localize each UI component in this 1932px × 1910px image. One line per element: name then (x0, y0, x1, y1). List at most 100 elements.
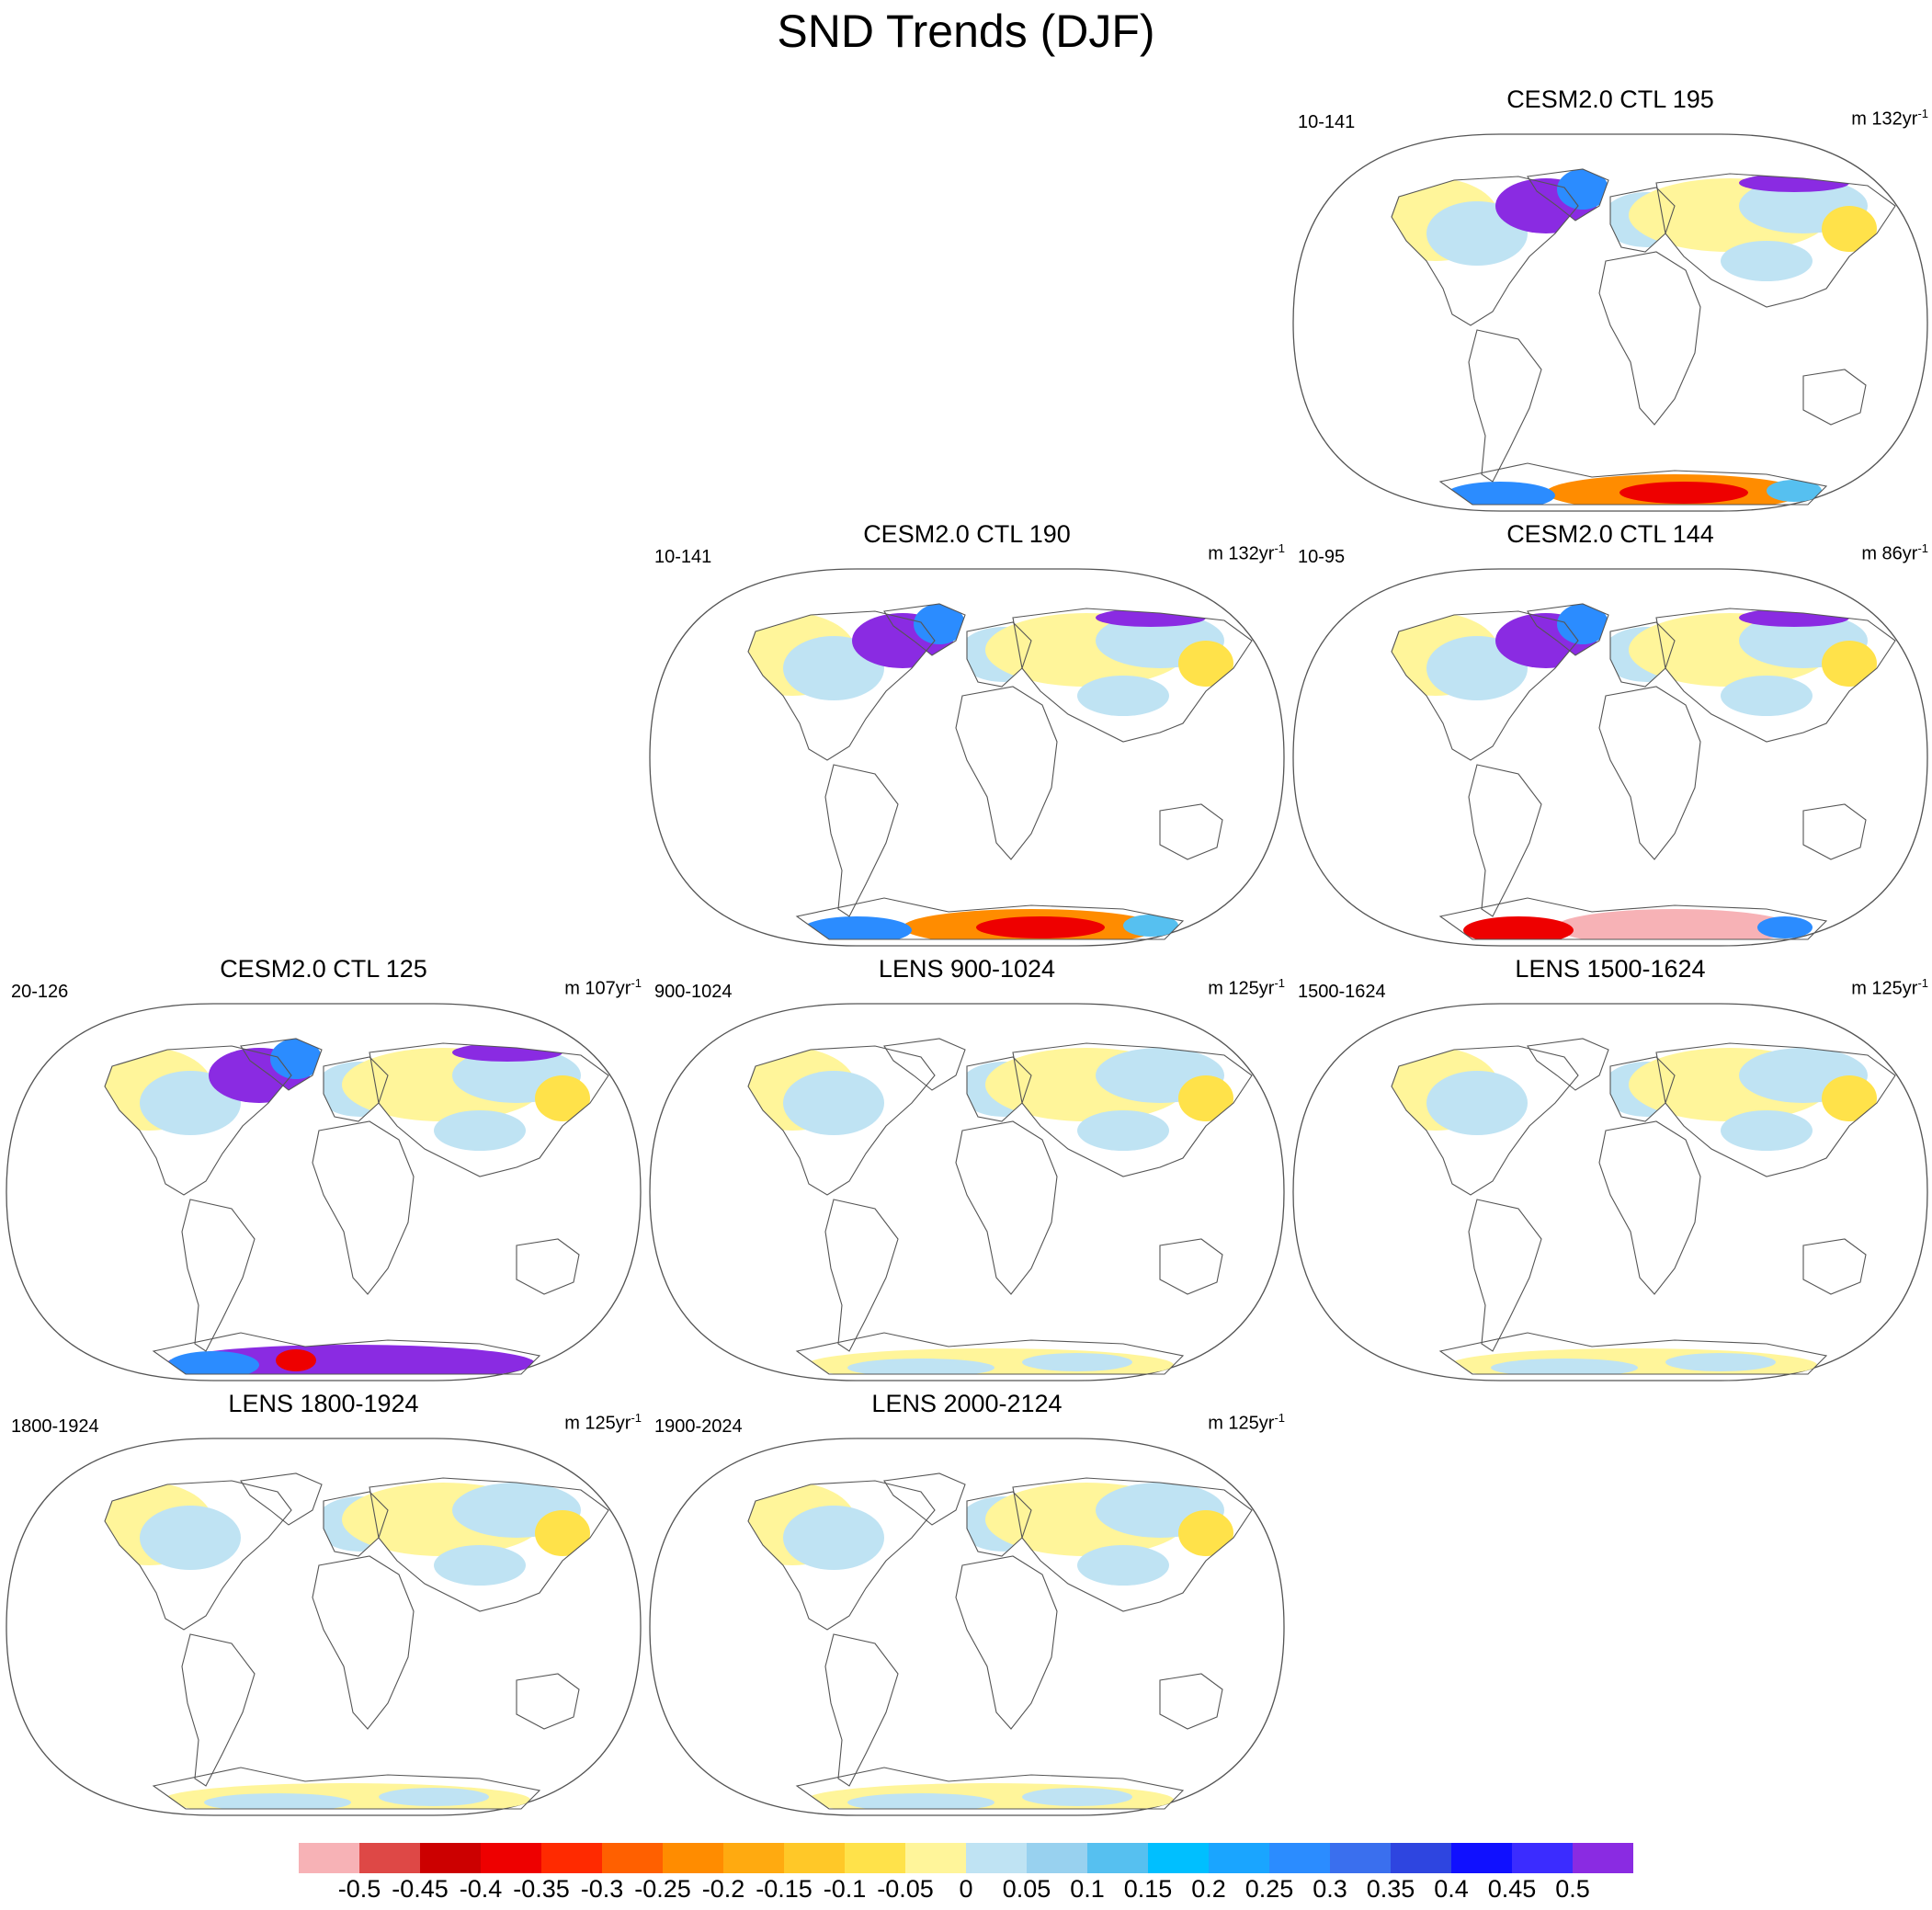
snow-trend-field (1077, 1545, 1169, 1586)
snow-trend-field (167, 1345, 535, 1374)
colorbar-swatch (1148, 1843, 1209, 1873)
snow-trend-field (1822, 1075, 1877, 1121)
snow-trend-field (847, 1359, 994, 1374)
coastline (1468, 1199, 1542, 1352)
snow-trend-field (1822, 206, 1877, 252)
panel-period-label: 1500-1624 (1298, 982, 1386, 1002)
panel-units-label: m 132yr-1 (1851, 107, 1928, 130)
coastline (152, 1767, 541, 1810)
coastline (795, 1767, 1185, 1810)
coastline (966, 1491, 1032, 1557)
colorbar-tick-label: -0.35 (513, 1875, 570, 1903)
panel-period-label: 20-126 (11, 982, 69, 1002)
coastline (1468, 329, 1542, 483)
colorbar-swatch (1512, 1843, 1573, 1873)
colorbar-swatch (602, 1843, 663, 1873)
coastline (824, 1199, 899, 1352)
coastline (1012, 1477, 1253, 1612)
coastline (824, 764, 899, 917)
coastline (1655, 1042, 1896, 1177)
panel-title: CESM2.0 CTL 190 (863, 520, 1071, 548)
snow-trend-field (1178, 1510, 1233, 1556)
coastline (1598, 686, 1701, 860)
coastline (1468, 764, 1542, 917)
colorbar-swatch (1087, 1843, 1148, 1873)
panel-units-label: m 107yr-1 (564, 976, 642, 999)
snow-trend-field (1555, 909, 1794, 939)
coastline (312, 1555, 415, 1730)
colorbar-tick-label: 0.1 (1070, 1875, 1105, 1903)
coastline (516, 1673, 580, 1730)
coastline (1159, 1673, 1223, 1730)
coastline (1609, 1056, 1676, 1122)
snow-trend-field (1721, 676, 1813, 716)
world-map (649, 1003, 1285, 1381)
coastline (747, 1045, 936, 1196)
colorbar-tick-label: 0.45 (1487, 1875, 1537, 1903)
colorbar-swatch (723, 1843, 784, 1873)
map-panel: LENS 2000-2124 1900-2024 m 125yr-1 (645, 1385, 1289, 1817)
world-map (6, 1003, 642, 1381)
colorbar-swatch (1269, 1843, 1330, 1873)
panel-title: LENS 1800-1924 (228, 1390, 419, 1417)
colorbar-tick-label: 0.5 (1555, 1875, 1590, 1903)
snow-trend-field (535, 1075, 590, 1121)
coastline (966, 621, 1032, 688)
colorbar-swatch (420, 1843, 481, 1873)
coastline (240, 1472, 323, 1526)
snow-trend-field (434, 1110, 526, 1151)
colorbar-tick-label: -0.3 (580, 1875, 624, 1903)
panel-units-label: m 86yr-1 (1861, 541, 1928, 564)
panel-title: LENS 2000-2124 (871, 1390, 1063, 1417)
coastline (1802, 803, 1867, 860)
world-map (1292, 1003, 1928, 1381)
coastline (1391, 1045, 1579, 1196)
panel-title: LENS 900-1024 (878, 955, 1056, 983)
snow-trend-field (1721, 1110, 1813, 1151)
colorbar (299, 1843, 1633, 1873)
coastline (104, 1480, 292, 1631)
coastline (1159, 1238, 1223, 1295)
colorbar-swatch (1391, 1843, 1451, 1873)
snow-trend-field (1665, 1353, 1776, 1371)
coastline (883, 1472, 966, 1526)
snow-trend-field (1463, 916, 1574, 939)
coastline (1159, 803, 1223, 860)
snow-trend-field (1757, 916, 1813, 938)
snow-trend-field (1178, 1075, 1233, 1121)
colorbar-tick-label: -0.1 (823, 1875, 867, 1903)
snow-trend-field (914, 604, 965, 644)
coastline (1655, 608, 1896, 743)
coastline (955, 1555, 1058, 1730)
snow-trend-field (783, 1071, 884, 1135)
snow-trend-field (1619, 482, 1748, 504)
coastline (1527, 168, 1609, 222)
coastline (1598, 1120, 1701, 1295)
map-panel: CESM2.0 CTL 144 10-95 m 86yr-1 (1289, 516, 1932, 948)
panel-title: CESM2.0 CTL 195 (1506, 85, 1714, 113)
snow-trend-field (1426, 1071, 1528, 1135)
map-panel: LENS 1500-1624 1500-1624 m 125yr-1 (1289, 950, 1932, 1382)
coastline (1012, 608, 1253, 743)
map-panel: LENS 1800-1924 1800-1924 m 125yr-1 (2, 1385, 645, 1817)
colorbar-swatch (1330, 1843, 1391, 1873)
coastline (966, 1056, 1032, 1122)
coastline (883, 603, 966, 656)
colorbar-tick-label: -0.25 (634, 1875, 691, 1903)
panel-title: LENS 1500-1624 (1515, 955, 1706, 983)
snow-trend-field (1022, 1788, 1132, 1806)
colorbar-tick-label: 0.4 (1434, 1875, 1469, 1903)
panel-period-label: 10-95 (1298, 547, 1346, 567)
coastline (1391, 176, 1579, 326)
panel-period-label: 1800-1924 (11, 1416, 99, 1437)
snow-trend-field (434, 1545, 526, 1586)
snow-trend-field (1077, 1110, 1169, 1151)
colorbar-swatch (784, 1843, 845, 1873)
coastline (1527, 1038, 1609, 1091)
snow-trend-field (1557, 604, 1608, 644)
snow-trend-field (379, 1788, 489, 1806)
coastline (323, 1056, 389, 1122)
colorbar-swatch (299, 1843, 359, 1873)
snow-trend-field (1123, 915, 1178, 937)
world-map (649, 1438, 1285, 1816)
